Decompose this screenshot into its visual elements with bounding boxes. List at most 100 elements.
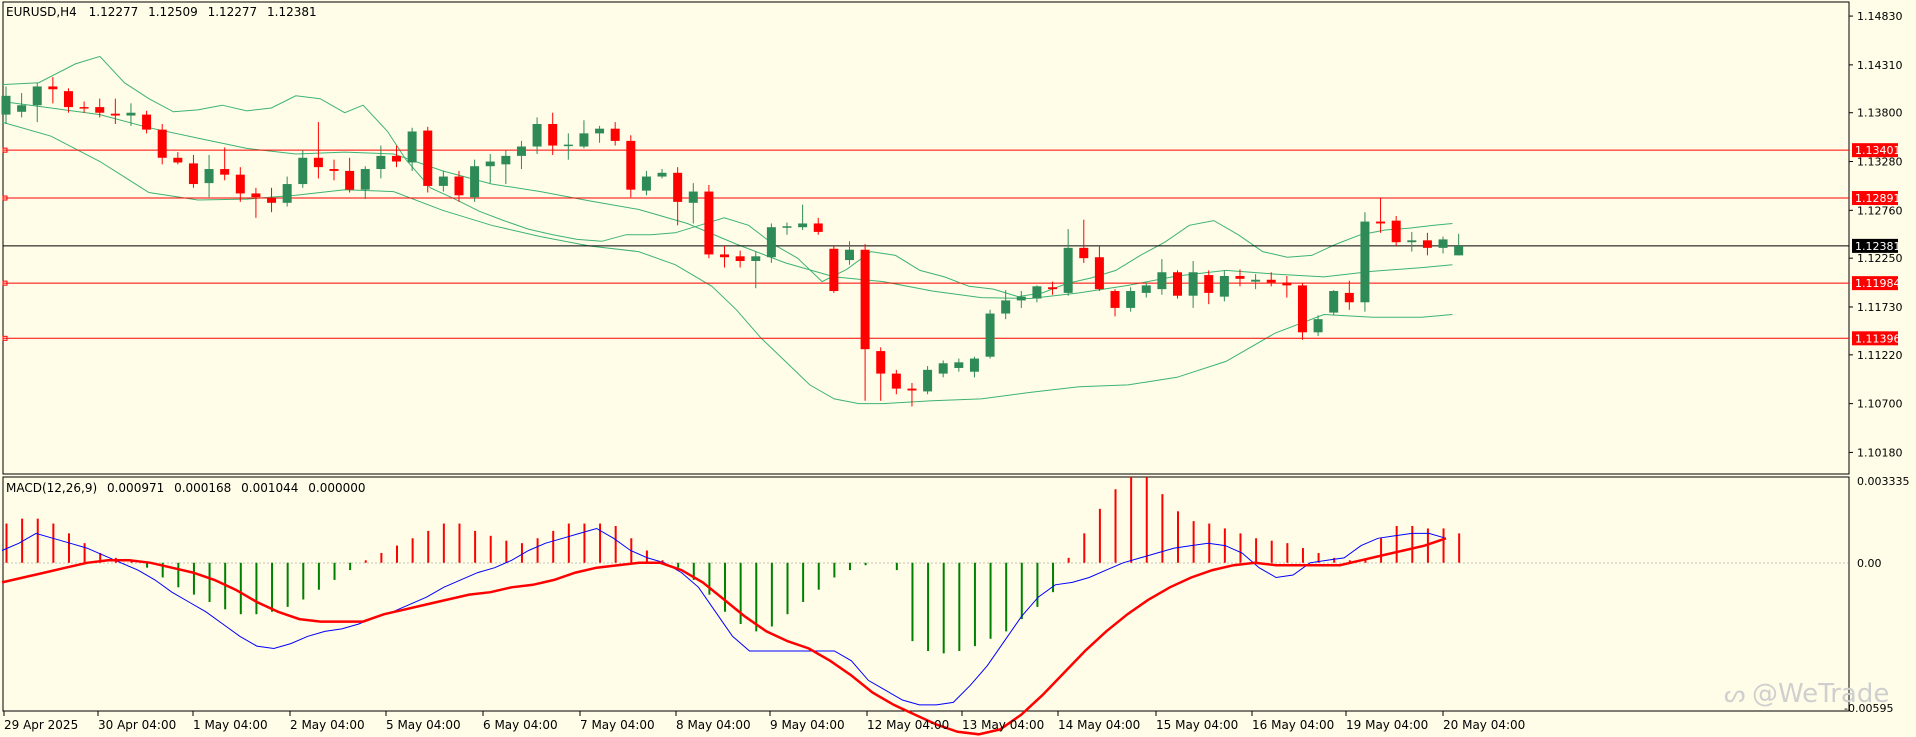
macd-tick-label: 0.00: [1857, 557, 1882, 570]
bear-candle: [79, 107, 89, 109]
macd-axis: 0.003335 0.00 -0.00595: [1844, 475, 1910, 715]
bear-candle: [1391, 220, 1401, 243]
bull-candle: [1219, 276, 1229, 297]
bear-candle: [1048, 287, 1058, 290]
bb-lower-line: [1, 121, 1453, 405]
bear-candle: [1376, 221, 1386, 224]
bull-candle: [407, 131, 417, 163]
bull-candle: [1016, 296, 1026, 301]
bear-candle: [1344, 292, 1354, 303]
bear-candle: [329, 169, 339, 171]
bear-candle: [345, 170, 355, 190]
bb-middle-line: [1, 101, 1453, 300]
close-value: 1.12381: [267, 5, 317, 19]
price-tick-label: 1.11220: [1857, 349, 1903, 362]
bull-candle: [17, 105, 27, 112]
macd-header: MACD(12,26,9) 0.000971 0.000168 0.001044…: [6, 481, 366, 495]
price-tick-label: 1.10180: [1857, 446, 1903, 459]
current-price-tag: [1852, 238, 1898, 253]
bull-candle: [1157, 272, 1167, 290]
level-price-text: 1.13401: [1855, 144, 1901, 157]
macd-tick-label: -0.00595: [1844, 702, 1893, 715]
level-price-tag: [1852, 276, 1898, 291]
bull-candle: [798, 223, 808, 228]
bull-candle: [688, 191, 698, 203]
macd-signal-line: [1, 537, 1447, 736]
bull-candle: [1032, 286, 1042, 299]
bull-candle: [376, 155, 386, 170]
bear-candle: [610, 128, 620, 141]
bull-candle: [1, 95, 11, 115]
price-tick-label: 1.14310: [1857, 59, 1903, 72]
price-axis: 1.14830 1.14310 1.13800 1.13280 1.12760 1.122…: [1849, 10, 1903, 459]
bull-candle: [766, 227, 776, 258]
bull-candle: [1407, 240, 1417, 243]
bear-candle: [1173, 272, 1182, 296]
bear-candle: [1282, 282, 1292, 286]
bull-candle: [844, 249, 854, 261]
time-tick-label: 9 May 04:00: [770, 718, 845, 732]
macd-lines: [1, 527, 1447, 736]
bull-candle: [204, 169, 214, 184]
bear-candle: [673, 172, 683, 202]
time-tick-label: 30 Apr 04:00: [98, 718, 176, 732]
bear-candle: [876, 351, 886, 374]
bear-candle: [220, 169, 230, 175]
macd-tick-label: 0.003335: [1857, 475, 1910, 488]
time-tick-label: 13 May 04:00: [962, 718, 1044, 732]
bull-candle: [751, 256, 761, 261]
bull-candle: [985, 313, 995, 357]
horizontal-levels[interactable]: 1.13401 1.12891 1.11984 1.11396 1.12381: [2, 143, 1901, 346]
bear-candle: [1204, 275, 1214, 293]
price-tick-label: 1.12250: [1857, 252, 1903, 265]
bear-candle: [626, 140, 636, 190]
bull-candle: [470, 166, 480, 198]
macd-name: MACD(12,26,9): [6, 481, 97, 495]
symbol-label: EURUSD,H4: [6, 5, 77, 19]
level-handle[interactable]: [2, 195, 8, 201]
bear-candle: [157, 129, 167, 158]
wetrade-logo-icon: ᔕ: [1724, 680, 1745, 708]
bull-candle: [516, 146, 526, 156]
bull-candle: [1438, 239, 1448, 248]
high-value: 1.12509: [148, 5, 198, 19]
watermark: ᔕ @WeTrade: [1724, 679, 1889, 709]
price-tick-label: 1.13280: [1857, 156, 1903, 169]
bull-candle: [657, 172, 667, 177]
level-handle[interactable]: [2, 147, 8, 153]
bear-candle: [891, 373, 901, 389]
bull-candle: [532, 123, 542, 147]
level-price-text: 1.11984: [1855, 277, 1901, 290]
bear-candle: [142, 114, 152, 130]
bull-candle: [126, 112, 136, 116]
macd-value-2: 0.000168: [174, 481, 231, 495]
macd-value-3: 0.001044: [241, 481, 298, 495]
bull-candle: [1313, 319, 1323, 333]
time-tick-label: 16 May 04:00: [1252, 718, 1334, 732]
level-price-text: 1.12891: [1855, 192, 1901, 205]
bear-candle: [235, 174, 245, 194]
price-tick-label: 1.11730: [1857, 301, 1903, 314]
macd-histogram: [5, 477, 1461, 654]
bull-candle: [969, 358, 979, 372]
bull-candle: [485, 161, 495, 167]
bear-candle: [188, 163, 198, 185]
time-tick-label: 15 May 04:00: [1156, 718, 1238, 732]
level-handle[interactable]: [2, 335, 8, 341]
time-tick-label: 20 May 04:00: [1443, 718, 1525, 732]
price-tick-label: 1.13800: [1857, 107, 1903, 120]
macd-value-1: 0.000971: [107, 481, 164, 495]
candles: [1, 77, 1464, 407]
bear-candle: [860, 249, 870, 350]
level-handle[interactable]: [2, 280, 8, 286]
bull-candle: [1063, 247, 1073, 293]
bear-candle: [423, 130, 433, 186]
bear-candle: [704, 191, 714, 255]
time-tick-label: 19 May 04:00: [1346, 718, 1428, 732]
time-tick-label: 2 May 04:00: [290, 718, 365, 732]
bear-candle: [735, 256, 745, 261]
bear-candle: [829, 248, 839, 292]
level-price-tag: [1852, 331, 1898, 346]
time-tick-label: 1 May 04:00: [193, 718, 268, 732]
